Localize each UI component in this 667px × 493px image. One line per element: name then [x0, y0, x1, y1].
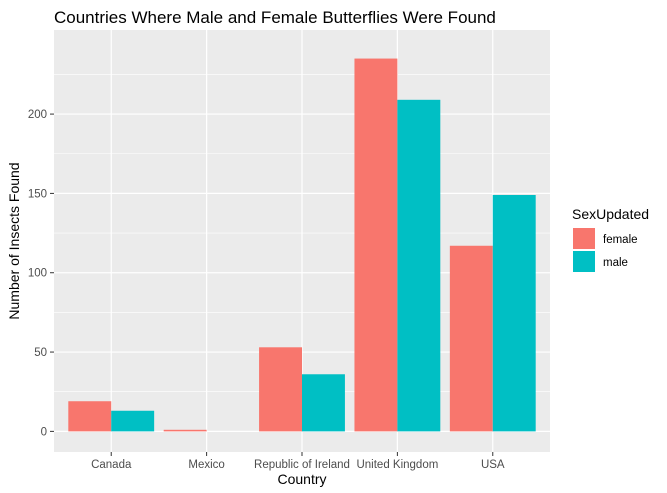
legend-title: SexUpdated [572, 206, 649, 222]
bar-female-canada [68, 401, 112, 432]
y-tick-label: 50 [34, 347, 47, 359]
legend-label-male: male [603, 257, 628, 269]
y-tick-label: 0 [41, 426, 47, 438]
x-tick-label: USA [481, 459, 505, 471]
bar-female-republic-of-ireland [259, 347, 302, 432]
bar-male-canada [111, 410, 155, 432]
x-tick-label: United Kingdom [356, 459, 438, 471]
y-tick-label: 200 [28, 109, 47, 121]
bar-female-united-kingdom [354, 58, 398, 432]
legend-swatch-male [573, 251, 595, 272]
y-tick-label: 100 [28, 268, 47, 280]
legend-label-female: female [603, 234, 638, 246]
bar-female-mexico [163, 429, 207, 432]
bar-male-republic-of-ireland [302, 374, 345, 432]
y-tick-label: 150 [28, 188, 47, 200]
x-axis-title: Country [277, 471, 326, 487]
legend-swatch-female [573, 228, 595, 249]
bar-female-usa [449, 245, 493, 432]
bar-male-usa [492, 194, 536, 432]
legend: SexUpdated female male [572, 206, 649, 272]
bar-male-united-kingdom [397, 99, 441, 432]
x-tick-label: Canada [91, 459, 132, 471]
axes: 0 50 100 150 200 Canada Mexico Republic of Irel… [28, 109, 505, 471]
y-axis-title: Number of Insects Found [6, 162, 22, 319]
chart-title: Countries Where Male and Female Butterfl… [54, 8, 496, 27]
x-tick-label: Mexico [188, 459, 224, 471]
bars [68, 58, 536, 432]
x-tick-label: Republic of Ireland [254, 459, 350, 471]
legend-items: female male [573, 228, 638, 272]
